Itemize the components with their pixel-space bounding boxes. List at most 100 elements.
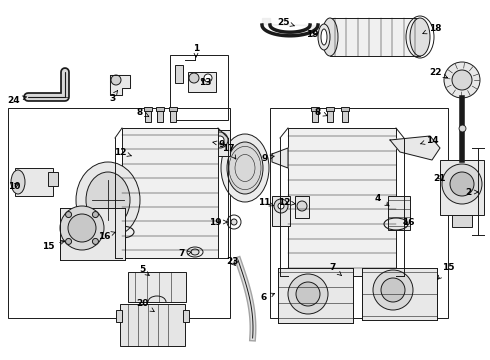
Ellipse shape <box>444 62 480 98</box>
Text: 18: 18 <box>423 23 441 34</box>
Ellipse shape <box>318 24 330 50</box>
Text: 10: 10 <box>8 181 20 190</box>
Text: 25: 25 <box>277 18 294 27</box>
Ellipse shape <box>450 172 474 196</box>
Ellipse shape <box>410 18 430 56</box>
Bar <box>342 108 348 122</box>
Text: 11: 11 <box>258 198 273 207</box>
Text: 22: 22 <box>430 68 447 78</box>
Text: 15: 15 <box>438 264 454 279</box>
Ellipse shape <box>212 132 228 148</box>
Bar <box>128 272 186 302</box>
Ellipse shape <box>132 150 142 160</box>
Text: 19: 19 <box>209 217 227 226</box>
Bar <box>15 168 53 196</box>
Text: 8: 8 <box>315 108 327 117</box>
Bar <box>288 128 396 276</box>
Ellipse shape <box>221 134 269 202</box>
Text: 16: 16 <box>98 231 116 240</box>
Text: 7: 7 <box>179 249 191 258</box>
Bar <box>48 172 58 186</box>
Ellipse shape <box>442 164 482 204</box>
Bar <box>311 107 319 111</box>
Text: 4: 4 <box>375 194 389 206</box>
Text: 13: 13 <box>199 77 211 86</box>
Bar <box>188 72 216 92</box>
Ellipse shape <box>373 270 413 310</box>
Text: 12: 12 <box>114 148 132 157</box>
Bar <box>170 55 228 120</box>
Ellipse shape <box>66 212 72 217</box>
Bar <box>326 107 334 111</box>
Bar <box>295 196 309 218</box>
Bar <box>452 215 472 227</box>
Bar <box>130 148 144 170</box>
Bar <box>341 107 349 111</box>
Text: 24: 24 <box>8 95 26 104</box>
Bar <box>145 108 151 122</box>
Polygon shape <box>110 75 130 95</box>
Bar <box>183 310 189 322</box>
Bar <box>440 160 484 215</box>
Polygon shape <box>272 148 288 168</box>
Bar <box>116 310 122 322</box>
Bar <box>272 196 290 226</box>
Ellipse shape <box>227 142 263 194</box>
Ellipse shape <box>341 275 349 281</box>
Ellipse shape <box>191 249 199 255</box>
Polygon shape <box>390 136 440 160</box>
Bar <box>388 196 410 230</box>
Bar <box>157 108 163 122</box>
Bar <box>362 268 437 320</box>
Ellipse shape <box>321 29 327 45</box>
Text: 16: 16 <box>402 217 414 226</box>
Ellipse shape <box>296 282 320 306</box>
Ellipse shape <box>278 203 284 209</box>
Bar <box>169 107 177 111</box>
Bar <box>270 108 448 318</box>
Ellipse shape <box>274 199 288 213</box>
Text: 8: 8 <box>137 108 149 117</box>
Text: 19: 19 <box>306 30 318 39</box>
Ellipse shape <box>93 238 98 244</box>
Ellipse shape <box>204 74 212 82</box>
Ellipse shape <box>231 219 237 225</box>
Bar <box>170 108 176 122</box>
Bar <box>175 65 183 83</box>
Ellipse shape <box>381 278 405 302</box>
Text: 1: 1 <box>193 44 199 57</box>
Bar <box>156 107 164 111</box>
Ellipse shape <box>66 238 72 244</box>
Bar <box>312 108 318 122</box>
Bar <box>278 268 353 323</box>
Text: 2: 2 <box>465 188 478 197</box>
Ellipse shape <box>322 18 338 56</box>
Text: 9: 9 <box>213 140 225 149</box>
Ellipse shape <box>288 274 328 314</box>
Ellipse shape <box>111 75 121 85</box>
Text: 21: 21 <box>434 174 446 183</box>
Text: 6: 6 <box>261 293 275 302</box>
Ellipse shape <box>60 206 104 250</box>
Text: 14: 14 <box>420 135 439 144</box>
Bar <box>210 130 230 156</box>
Ellipse shape <box>297 201 307 211</box>
Bar <box>327 108 333 122</box>
Ellipse shape <box>86 172 130 228</box>
Ellipse shape <box>93 212 98 217</box>
Bar <box>60 208 125 260</box>
Bar <box>144 107 152 111</box>
Text: 17: 17 <box>221 144 236 159</box>
Bar <box>8 108 230 318</box>
Bar <box>122 128 218 258</box>
Text: 15: 15 <box>42 240 65 251</box>
Ellipse shape <box>76 162 140 238</box>
Text: 12: 12 <box>278 198 296 207</box>
Bar <box>120 304 185 346</box>
Text: 7: 7 <box>330 264 342 275</box>
Bar <box>330 18 420 56</box>
Ellipse shape <box>452 70 472 90</box>
Text: 5: 5 <box>139 266 149 275</box>
Ellipse shape <box>11 170 25 194</box>
Text: 3: 3 <box>109 90 118 103</box>
